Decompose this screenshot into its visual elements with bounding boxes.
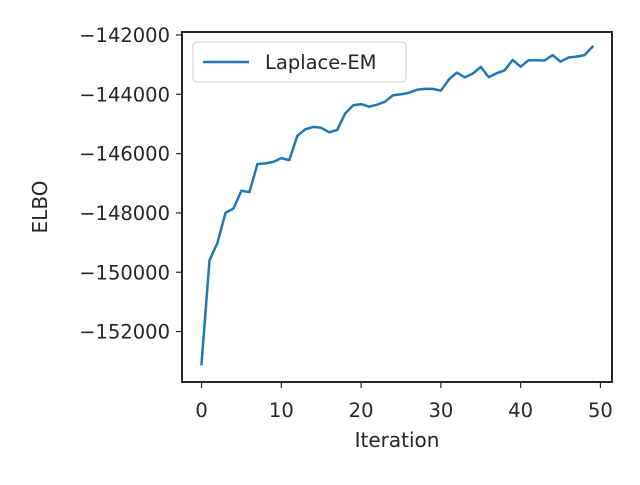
series-layer	[200, 45, 595, 366]
y-axis-ticks: −152000 −150000 −148000 −146000 −144000 −1420…	[79, 24, 182, 344]
x-tick-label: 50	[588, 399, 613, 422]
x-tick-label: 20	[349, 399, 374, 422]
y-tick-label: −150000	[79, 261, 170, 284]
y-tick-label: −144000	[79, 83, 170, 106]
y-axis-label: ELBO	[28, 181, 52, 234]
x-tick-label: 0	[195, 399, 207, 422]
x-tick-label: 10	[269, 399, 294, 422]
x-tick-label: 30	[428, 399, 453, 422]
plot-frame	[181, 31, 613, 383]
x-tick-label: 40	[508, 399, 533, 422]
legend-label-laplace-em: Laplace-EM	[265, 51, 376, 74]
x-axis-ticks: 0 10 20 30 40 50	[195, 382, 613, 422]
series-line-0	[200, 45, 595, 366]
plot-background	[182, 32, 612, 382]
legend-box	[192, 41, 407, 83]
y-tick-label: −152000	[79, 321, 170, 344]
y-tick-label: −142000	[79, 24, 170, 47]
y-tick-label: −148000	[79, 202, 170, 225]
y-tick-label: −146000	[79, 143, 170, 166]
legend: Laplace-EM	[192, 41, 407, 83]
x-axis-label: Iteration	[355, 428, 440, 452]
